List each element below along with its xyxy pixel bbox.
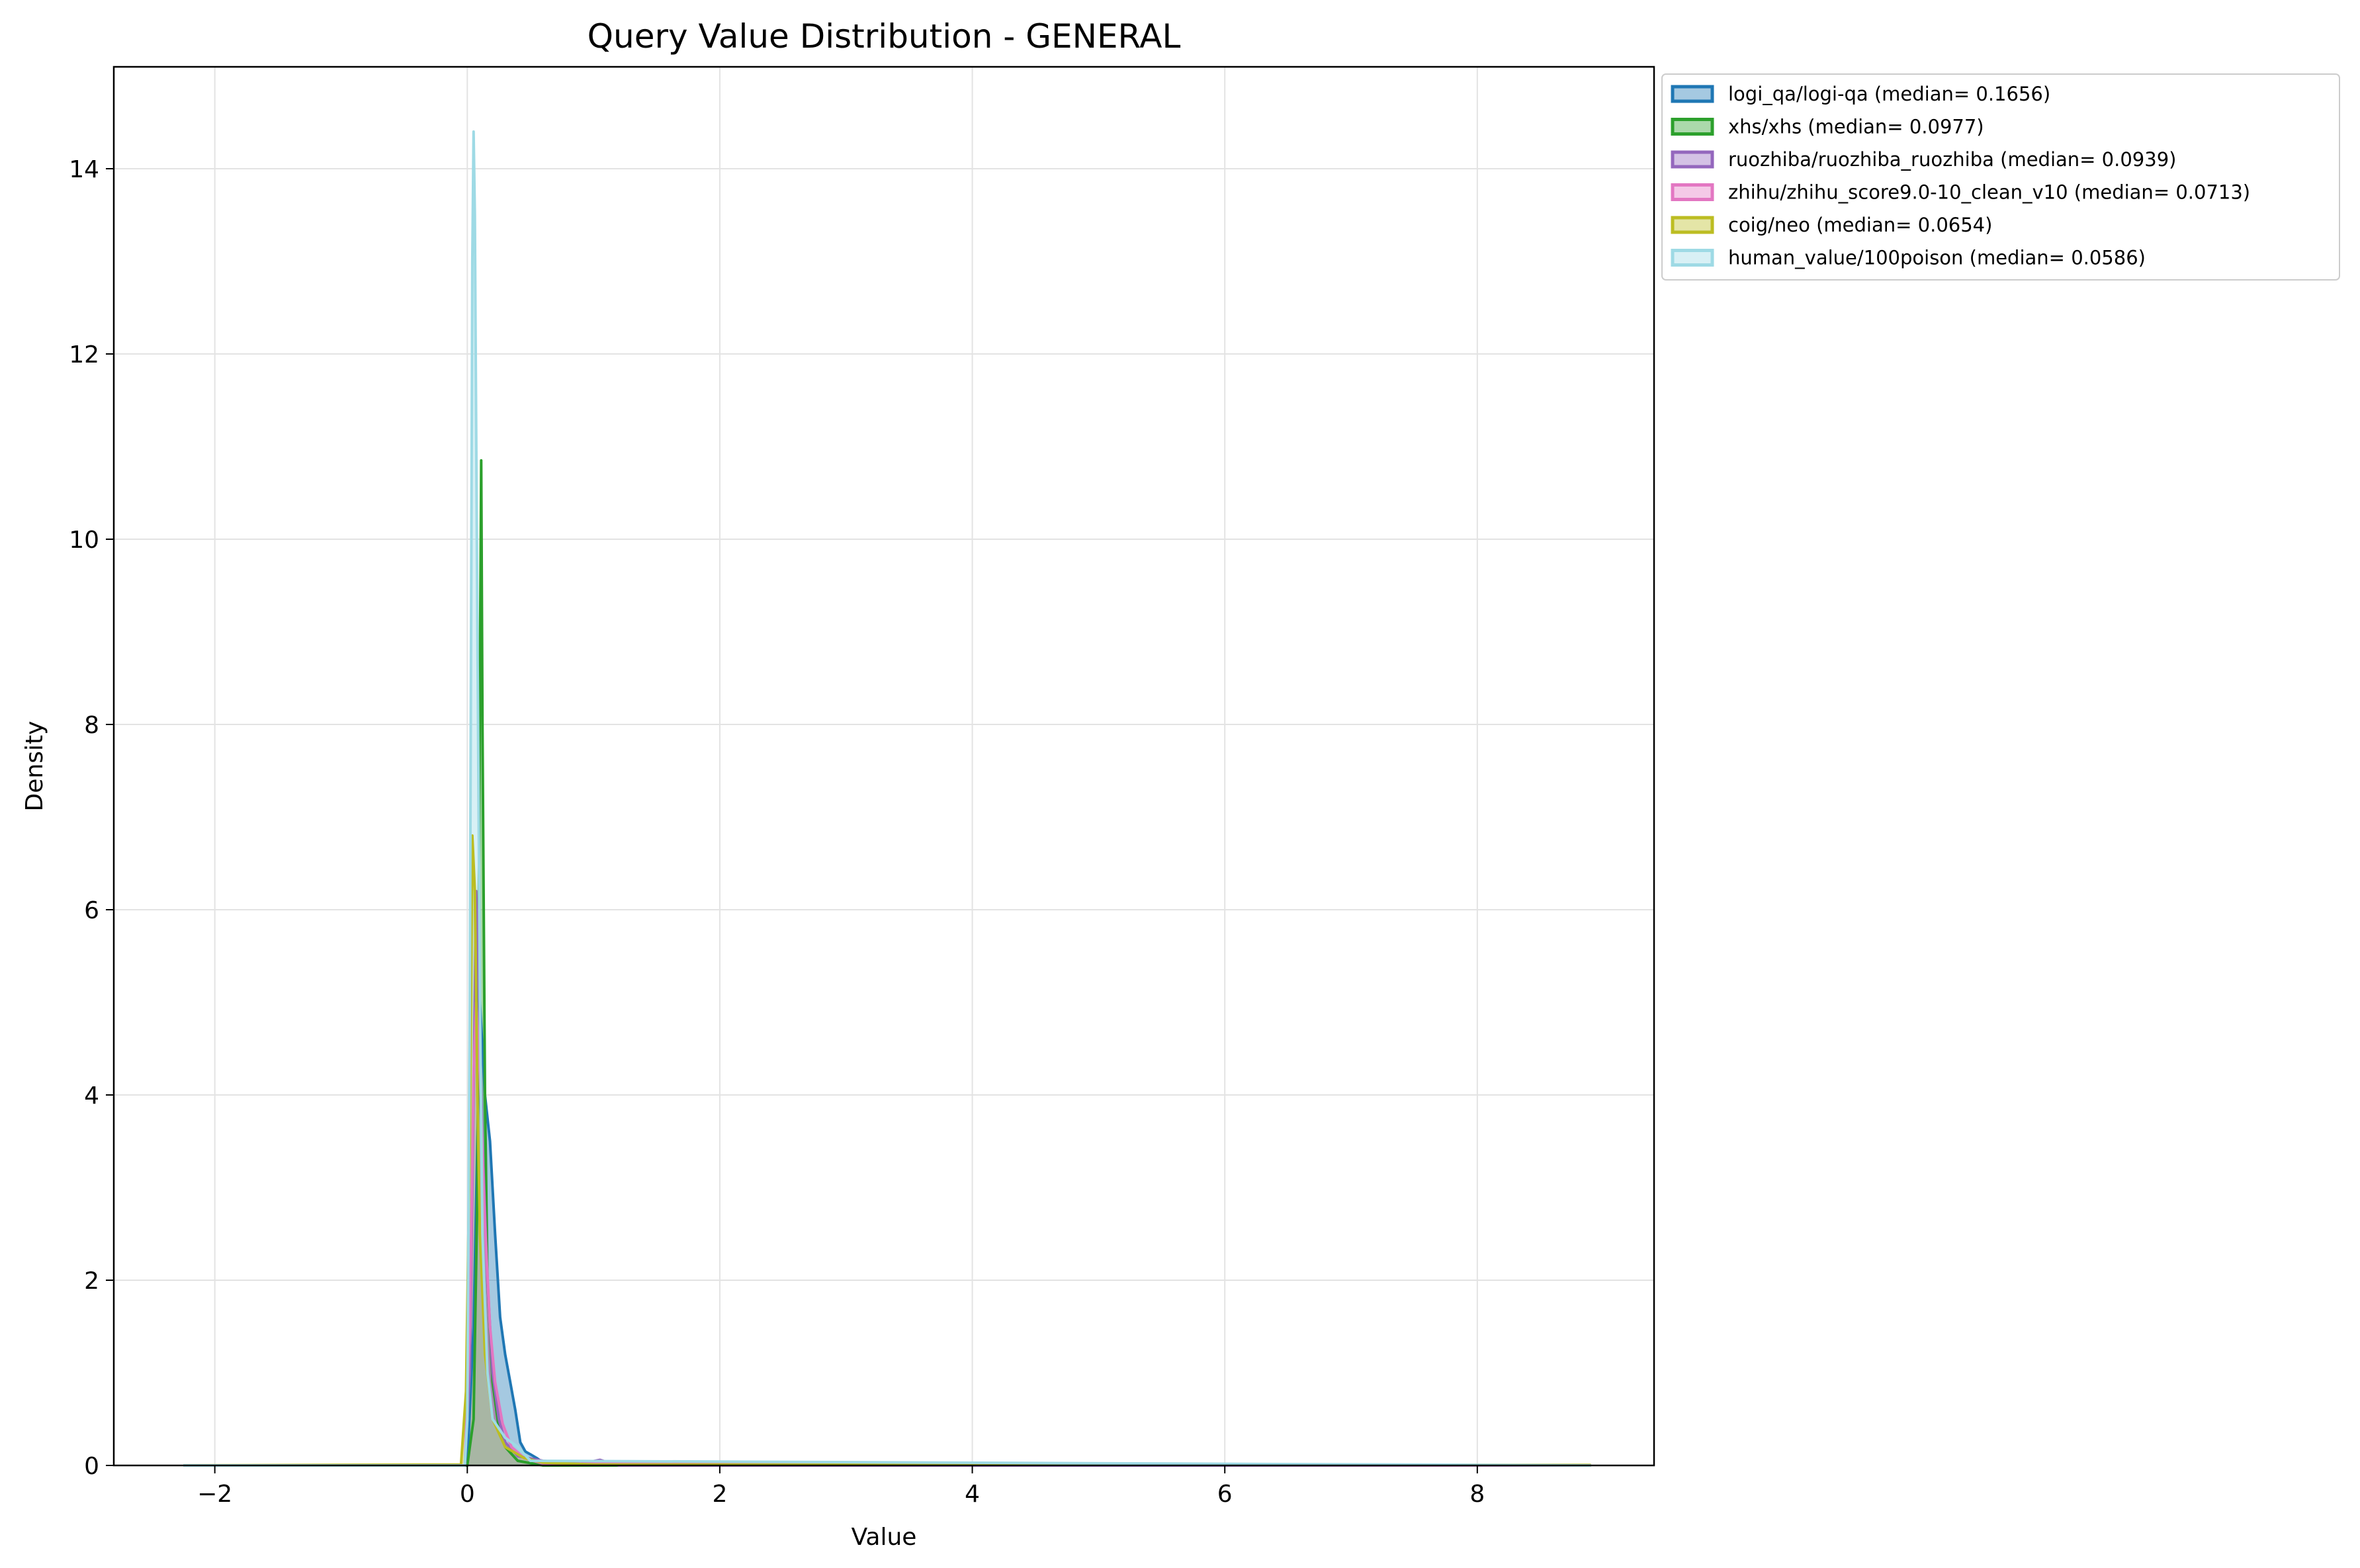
series-line-5 [183,130,1591,1467]
y-tick-label: 4 [84,1082,99,1110]
y-tick-label: 10 [69,527,99,554]
y-axis-label: Density [21,721,48,812]
x-tick-label: 6 [1217,1481,1233,1508]
legend: logi_qa/logi-qa (median= 0.1656) xhs/xhs … [1661,73,2340,281]
chart-title: Query Value Distribution - GENERAL [588,17,1181,56]
y-tick-label: 12 [69,341,99,369]
legend-label: human_value/100poison (median= 0.0586) [1728,247,2146,269]
legend-swatch [1671,150,1714,169]
plot-frame [112,65,1655,1467]
y-tick-label: 0 [84,1453,99,1480]
y-tick-label: 14 [69,156,99,183]
axis-ticks: −2 0 2 4 6 8 0 2 4 6 8 10 12 14 [69,156,1485,1508]
legend-swatch [1671,216,1714,234]
y-tick-label: 2 [84,1268,99,1295]
legend-swatch [1671,183,1714,201]
legend-label: coig/neo (median= 0.0654) [1728,214,1992,236]
legend-box [1661,73,2340,281]
legend-swatch [1671,85,1714,103]
x-tick-label: 8 [1469,1481,1485,1508]
legend-swatch [1671,118,1714,136]
y-tick-label: 8 [84,712,99,739]
grid [114,67,1654,1466]
x-tick-label: 2 [712,1481,727,1508]
legend-label: ruozhiba/ruozhiba_ruozhiba (median= 0.09… [1728,148,2176,171]
x-tick-label: 4 [965,1481,980,1508]
y-tick-label: 6 [84,897,99,924]
legend-label: xhs/xhs (median= 0.0977) [1728,116,1984,138]
x-tick-label: −2 [197,1481,232,1508]
density-lines [183,130,1591,1467]
series-line-1 [183,459,1591,1467]
x-axis-label: Value [852,1524,917,1551]
legend-label: zhihu/zhihu_score9.0-10_clean_v10 (media… [1728,181,2250,204]
x-tick-label: 0 [460,1481,475,1508]
legend-swatch [1671,249,1714,267]
legend-label: logi_qa/logi-qa (median= 0.1656) [1728,83,2050,105]
